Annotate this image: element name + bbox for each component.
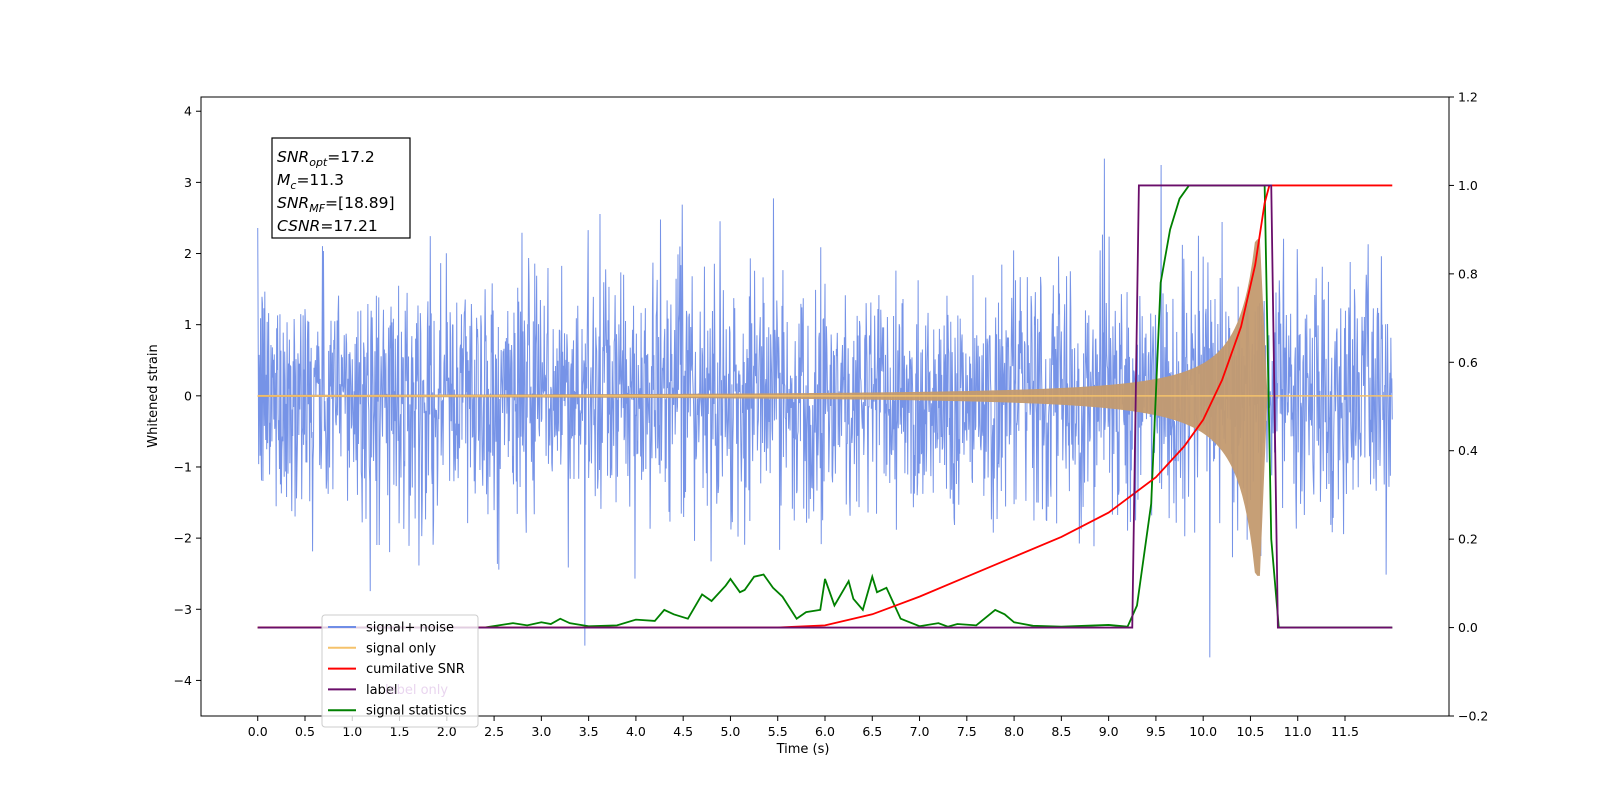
plot-area [257,158,1393,658]
x-tick-label: 11.5 [1331,724,1359,739]
y-tick-label: −2 [174,531,192,546]
y2-tick-label: −0.2 [1458,709,1488,724]
legend: signal+ noise signal only cumilative SNR la… [321,614,479,728]
y2-tick-label: 0.2 [1458,532,1478,547]
x-axis-label: Time (s) [776,742,830,757]
y-tick-label: 0 [184,388,192,403]
y-tick-label: 4 [184,104,192,119]
y-tick-label: −3 [174,602,192,617]
x-tick-label: 8.5 [1051,724,1071,739]
x-tick-label: 3.0 [531,724,551,739]
info-line: SNRopt=17.2 [277,148,375,169]
legend-label: signal only [366,641,436,656]
x-tick-label: 6.0 [815,724,835,739]
x-tick-label: 1.5 [390,724,410,739]
x-tick-label: 11.0 [1284,724,1312,739]
x-tick-label: 0.0 [248,724,268,739]
y2-tick-label: 1.2 [1458,90,1478,105]
x-tick-label: 1.0 [342,724,362,739]
x-tick-label: 9.5 [1146,724,1166,739]
x-tick-label: 5.0 [721,724,741,739]
x-tick-label: 4.5 [673,724,693,739]
x-tick-label: 2.0 [437,724,457,739]
info-line: SNRMF=[18.89] [277,194,395,215]
y-tick-label: −1 [174,459,192,474]
series-label [257,184,1393,629]
x-tick-label: 7.5 [957,724,977,739]
y-tick-label: 1 [184,317,192,332]
x-tick-label: 9.0 [1099,724,1119,739]
x-tick-label: 4.0 [626,724,646,739]
y2-tick-label: 0.6 [1458,355,1478,370]
y2-tick-label: 0.8 [1458,266,1478,281]
x-tick-label: 10.5 [1237,724,1265,739]
y-tick-label: −4 [174,673,192,688]
x-tick-label: 2.5 [484,724,504,739]
y-tick-label: 3 [184,175,192,190]
x-tick-label: 5.5 [768,724,788,739]
series-signal-noise [257,158,1393,658]
x-tick-label: 7.0 [910,724,930,739]
series-cumulative-snr [257,184,1393,629]
x-tick-label: 6.5 [862,724,882,739]
info-line: Mc=11.3 [277,171,344,192]
legend-label: label [366,683,397,698]
x-tick-label: 0.5 [295,724,315,739]
legend-box [321,614,479,728]
y2-tick-label: 0.0 [1458,620,1478,635]
y-tick-label: 2 [184,246,192,261]
series-signal-statistics [257,184,1393,629]
x-tick-label: 3.5 [579,724,599,739]
legend-label: signal+ noise [366,621,454,636]
axes: 0.0 0.5 1.0 1.5 2.0 2.5 3.0 3.5 4.0 4.5 5.0 5.5 6.0 6… [174,90,1489,740]
info-box-frame [271,137,411,239]
legend-label: signal statistics [366,704,467,719]
x-tick-label: 8.0 [1004,724,1024,739]
x-tick-label: 10.0 [1189,724,1217,739]
legend-label: cumilative SNR [366,662,465,677]
info-line: CSNR=17.21 [277,217,378,235]
legend-label-ghost: label only [385,683,448,698]
y2-tick-label: 1.0 [1458,178,1478,193]
y-axis-label: Whitened strain [146,344,161,447]
y2-tick-label: 0.4 [1458,443,1478,458]
